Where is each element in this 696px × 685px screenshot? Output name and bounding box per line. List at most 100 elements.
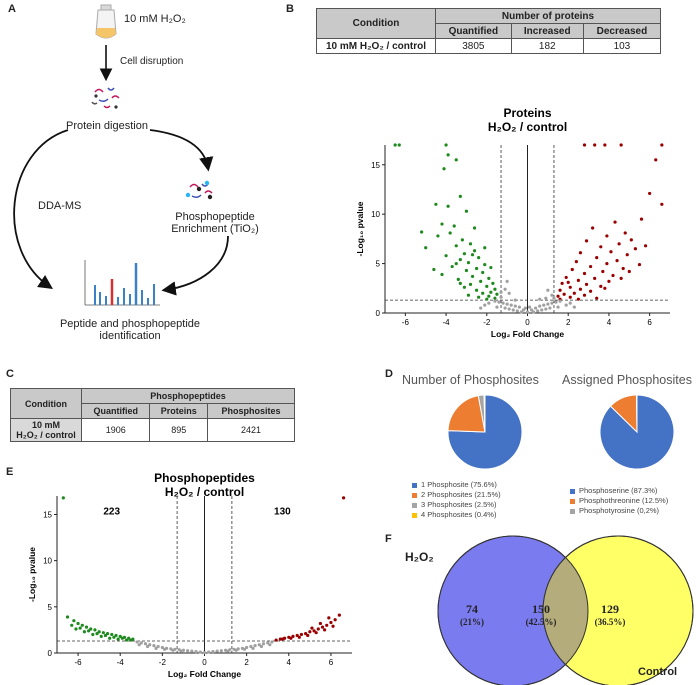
x-tick-label: -6 bbox=[402, 318, 410, 327]
x-tick-label: 6 bbox=[647, 318, 652, 327]
data-point bbox=[116, 637, 120, 641]
data-point bbox=[312, 629, 316, 633]
data-point bbox=[331, 624, 335, 628]
data-point bbox=[446, 204, 450, 208]
legend-swatch bbox=[412, 502, 417, 508]
x-tick-label: -2 bbox=[483, 318, 491, 327]
data-point bbox=[481, 270, 485, 275]
data-point bbox=[160, 645, 164, 650]
data-point bbox=[143, 642, 148, 646]
data-point bbox=[72, 619, 76, 623]
data-point bbox=[568, 295, 572, 299]
data-point bbox=[584, 282, 589, 286]
data-point bbox=[97, 630, 101, 634]
data-point bbox=[485, 297, 489, 301]
data-point bbox=[599, 245, 603, 249]
data-point bbox=[521, 308, 526, 312]
data-point bbox=[566, 280, 570, 284]
data-point bbox=[527, 305, 532, 309]
data-point bbox=[615, 259, 619, 263]
data-point bbox=[536, 309, 540, 313]
data-point bbox=[633, 247, 637, 251]
data-point bbox=[564, 303, 568, 307]
data-point bbox=[127, 636, 131, 640]
data-point bbox=[154, 646, 158, 650]
legend-item: 1 Phosphosite (75.6%) bbox=[412, 480, 497, 489]
series-increased bbox=[274, 496, 346, 642]
data-point bbox=[462, 285, 466, 289]
result-line-2: identification bbox=[99, 330, 161, 342]
data-point bbox=[70, 623, 74, 627]
data-point bbox=[607, 279, 611, 283]
legend-swatch bbox=[412, 512, 417, 518]
x-tick-label: -4 bbox=[117, 658, 125, 667]
data-point bbox=[468, 242, 473, 246]
data-point bbox=[660, 202, 664, 206]
arrow-to-enrichment bbox=[149, 129, 214, 172]
y-axis-label: -Log₁₀ pvalue bbox=[355, 201, 365, 256]
data-point bbox=[316, 627, 320, 631]
data-point bbox=[74, 627, 78, 631]
venn-label-h2o2: H₂O₂ bbox=[405, 550, 434, 564]
data-point bbox=[603, 286, 607, 290]
data-point bbox=[337, 613, 341, 617]
x-tick-label: 6 bbox=[329, 658, 334, 667]
table-b-value-quantified: 3805 bbox=[435, 38, 512, 54]
data-point bbox=[452, 224, 456, 228]
data-point bbox=[65, 615, 70, 619]
y-tick-label: 15 bbox=[43, 510, 52, 519]
data-point bbox=[135, 640, 139, 644]
legend-item: 4 Phosphosites (0.4%) bbox=[412, 510, 496, 519]
data-point bbox=[297, 635, 301, 639]
data-point bbox=[619, 276, 623, 281]
y-tick-label: 15 bbox=[371, 161, 380, 170]
data-point bbox=[329, 620, 333, 625]
data-point bbox=[454, 261, 458, 266]
data-point bbox=[320, 625, 325, 629]
data-point bbox=[483, 246, 487, 250]
data-point bbox=[582, 143, 587, 147]
volcano-title: Phosphopeptides bbox=[154, 471, 255, 485]
data-point bbox=[617, 242, 621, 246]
data-point bbox=[534, 306, 538, 310]
data-point bbox=[568, 301, 572, 305]
data-point bbox=[515, 309, 519, 313]
data-point bbox=[124, 638, 129, 642]
data-point bbox=[589, 264, 593, 269]
data-point bbox=[139, 641, 143, 645]
pie-right-title: Assigned Phosphosites bbox=[562, 373, 692, 387]
data-point bbox=[103, 633, 108, 638]
data-point bbox=[509, 303, 513, 307]
data-point bbox=[489, 265, 493, 270]
data-point bbox=[495, 292, 499, 296]
data-point bbox=[327, 616, 331, 620]
data-point bbox=[609, 250, 613, 254]
venn-middle-region: 150 (42.5%) bbox=[511, 602, 571, 627]
data-point bbox=[511, 308, 515, 312]
data-point bbox=[660, 143, 664, 147]
data-point bbox=[198, 650, 202, 654]
table-c-col-proteins: Proteins bbox=[149, 403, 208, 419]
data-point bbox=[289, 636, 293, 640]
series-decreased bbox=[61, 496, 135, 642]
data-point bbox=[558, 288, 562, 292]
panel-label-f: F bbox=[385, 533, 392, 545]
data-point bbox=[76, 621, 80, 626]
data-point bbox=[517, 305, 521, 309]
data-point bbox=[519, 310, 523, 314]
data-point bbox=[497, 300, 501, 304]
data-point bbox=[310, 626, 314, 630]
pie-slice-2-phosphosites bbox=[447, 395, 486, 433]
data-point bbox=[448, 231, 452, 235]
data-point bbox=[542, 303, 546, 307]
data-point bbox=[468, 282, 473, 286]
data-point bbox=[505, 279, 509, 283]
y-tick-label: 5 bbox=[376, 260, 381, 269]
phosphopeptide-icon bbox=[185, 180, 213, 200]
data-point bbox=[485, 284, 489, 288]
count-annotation: 130 bbox=[274, 506, 291, 517]
result-line-1: Peptide and phosphopeptide bbox=[59, 318, 201, 330]
table-c-value-phosphosites: 2421 bbox=[206, 418, 296, 442]
data-point bbox=[152, 644, 156, 648]
